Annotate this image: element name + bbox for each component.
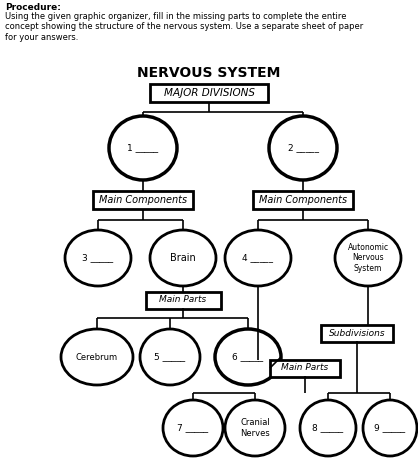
- Ellipse shape: [109, 116, 177, 180]
- Text: Cerebrum: Cerebrum: [76, 352, 118, 362]
- Text: Main Components: Main Components: [259, 195, 347, 205]
- Text: 8 _____: 8 _____: [312, 423, 344, 432]
- Text: Using the given graphic organizer, fill in the missing parts to complete the ent: Using the given graphic organizer, fill …: [5, 12, 363, 42]
- Text: Procedure:: Procedure:: [5, 3, 61, 12]
- Ellipse shape: [335, 230, 401, 286]
- Text: 7 _____: 7 _____: [177, 423, 209, 432]
- FancyBboxPatch shape: [150, 84, 268, 102]
- Text: 1 _____: 1 _____: [127, 144, 158, 153]
- Ellipse shape: [150, 230, 216, 286]
- Ellipse shape: [61, 329, 133, 385]
- Ellipse shape: [363, 400, 417, 456]
- Ellipse shape: [225, 400, 285, 456]
- Text: Main Parts: Main Parts: [281, 364, 329, 373]
- Text: Autonomic
Nervous
System: Autonomic Nervous System: [347, 243, 389, 273]
- Text: Subdivisions: Subdivisions: [329, 328, 385, 338]
- Ellipse shape: [163, 400, 223, 456]
- Text: 3 _____: 3 _____: [82, 253, 114, 262]
- Text: MAJOR DIVISIONS: MAJOR DIVISIONS: [163, 88, 255, 98]
- FancyBboxPatch shape: [253, 191, 353, 209]
- FancyBboxPatch shape: [93, 191, 193, 209]
- Text: NERVOUS SYSTEM: NERVOUS SYSTEM: [137, 66, 281, 80]
- Ellipse shape: [65, 230, 131, 286]
- Text: Cranial
Nerves: Cranial Nerves: [240, 418, 270, 438]
- FancyBboxPatch shape: [145, 292, 221, 309]
- Text: Main Parts: Main Parts: [159, 295, 206, 304]
- Text: 6 _____: 6 _____: [232, 352, 264, 362]
- Text: Brain: Brain: [170, 253, 196, 263]
- Text: 9 _____: 9 _____: [375, 423, 405, 432]
- Text: 5 _____: 5 _____: [154, 352, 186, 362]
- Ellipse shape: [140, 329, 200, 385]
- FancyBboxPatch shape: [321, 325, 393, 341]
- Text: Main Components: Main Components: [99, 195, 187, 205]
- Ellipse shape: [269, 116, 337, 180]
- Ellipse shape: [225, 230, 291, 286]
- Text: 2 _____: 2 _____: [288, 144, 319, 153]
- Ellipse shape: [300, 400, 356, 456]
- Ellipse shape: [215, 329, 281, 385]
- FancyBboxPatch shape: [270, 359, 340, 376]
- Text: 4 _____: 4 _____: [242, 253, 273, 262]
